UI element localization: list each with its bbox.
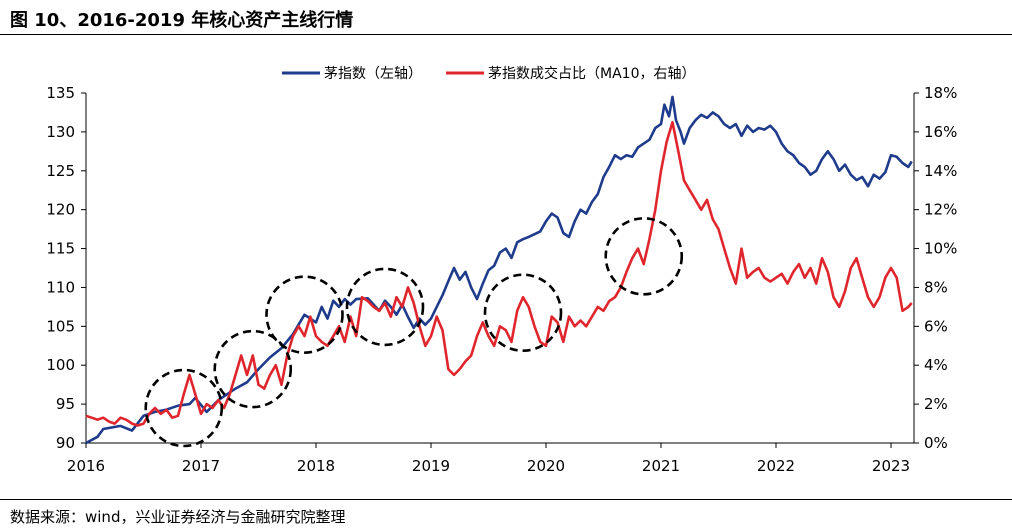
y-left-tick-label: 105 <box>46 317 75 335</box>
y-right-tick-label: 16% <box>924 123 957 141</box>
y-left-tick-label: 135 <box>46 84 75 102</box>
legend-label-mao-turnover-share: 茅指数成交占比（MA10，右轴） <box>488 65 695 82</box>
y-left-tick-label: 110 <box>46 278 75 296</box>
axes: 90 95 100 105 110 115 120 125 130 135 0% 2% 4% 6% 8% 10… <box>46 84 957 475</box>
title-divider <box>0 34 1012 35</box>
x-tick-label: 2017 <box>182 457 220 475</box>
y-left-tick-label: 130 <box>46 123 75 141</box>
y-right-tick-label: 12% <box>924 201 957 219</box>
annotation-circle <box>265 275 344 354</box>
annotation-layer <box>144 217 684 448</box>
annotation-circle <box>213 329 293 409</box>
series-layer <box>85 95 913 445</box>
x-tick-label: 2022 <box>757 457 795 475</box>
legend-label-mao-index: 茅指数（左轴） <box>324 66 422 82</box>
y-left-tick-label: 125 <box>46 162 75 180</box>
annotation-circle <box>483 273 563 353</box>
y-left-tick-label: 120 <box>46 201 75 219</box>
y-left-tick-label: 90 <box>56 434 75 452</box>
y-right-tick-label: 8% <box>924 278 948 296</box>
y-right-tick-label: 4% <box>924 356 948 374</box>
x-tick-label: 2019 <box>412 457 450 475</box>
x-tick-label: 2018 <box>297 457 335 475</box>
source-divider <box>0 499 1012 500</box>
y-left-tick-label: 100 <box>46 356 75 374</box>
x-tick-label: 2020 <box>527 457 565 475</box>
y-left-tick-label: 115 <box>46 240 75 258</box>
annotation-circle <box>345 267 425 347</box>
y-right-tick-label: 14% <box>924 162 957 180</box>
y-right-tick-label: 10% <box>924 240 957 258</box>
series-line-mao-turnover-share <box>85 120 913 427</box>
legend: 茅指数（左轴） 茅指数成交占比（MA10，右轴） <box>282 65 695 82</box>
series-line-mao-index <box>85 95 913 445</box>
annotation-circle <box>144 368 224 448</box>
x-tick-label: 2021 <box>642 457 680 475</box>
x-tick-label: 2016 <box>67 457 105 475</box>
y-right-tick-label: 18% <box>924 84 957 102</box>
x-tick-label: 2023 <box>872 457 910 475</box>
y-right-tick-label: 0% <box>924 434 948 452</box>
annotation-circle <box>604 217 684 296</box>
figure-title: 图 10、2016-2019 年核心资产主线行情 <box>10 10 354 31</box>
y-right-tick-label: 2% <box>924 395 948 413</box>
y-right-tick-label: 6% <box>924 317 948 335</box>
y-left-tick-label: 95 <box>56 395 75 413</box>
source-note: 数据来源：wind，兴业证券经济与金融研究院整理 <box>10 508 346 526</box>
